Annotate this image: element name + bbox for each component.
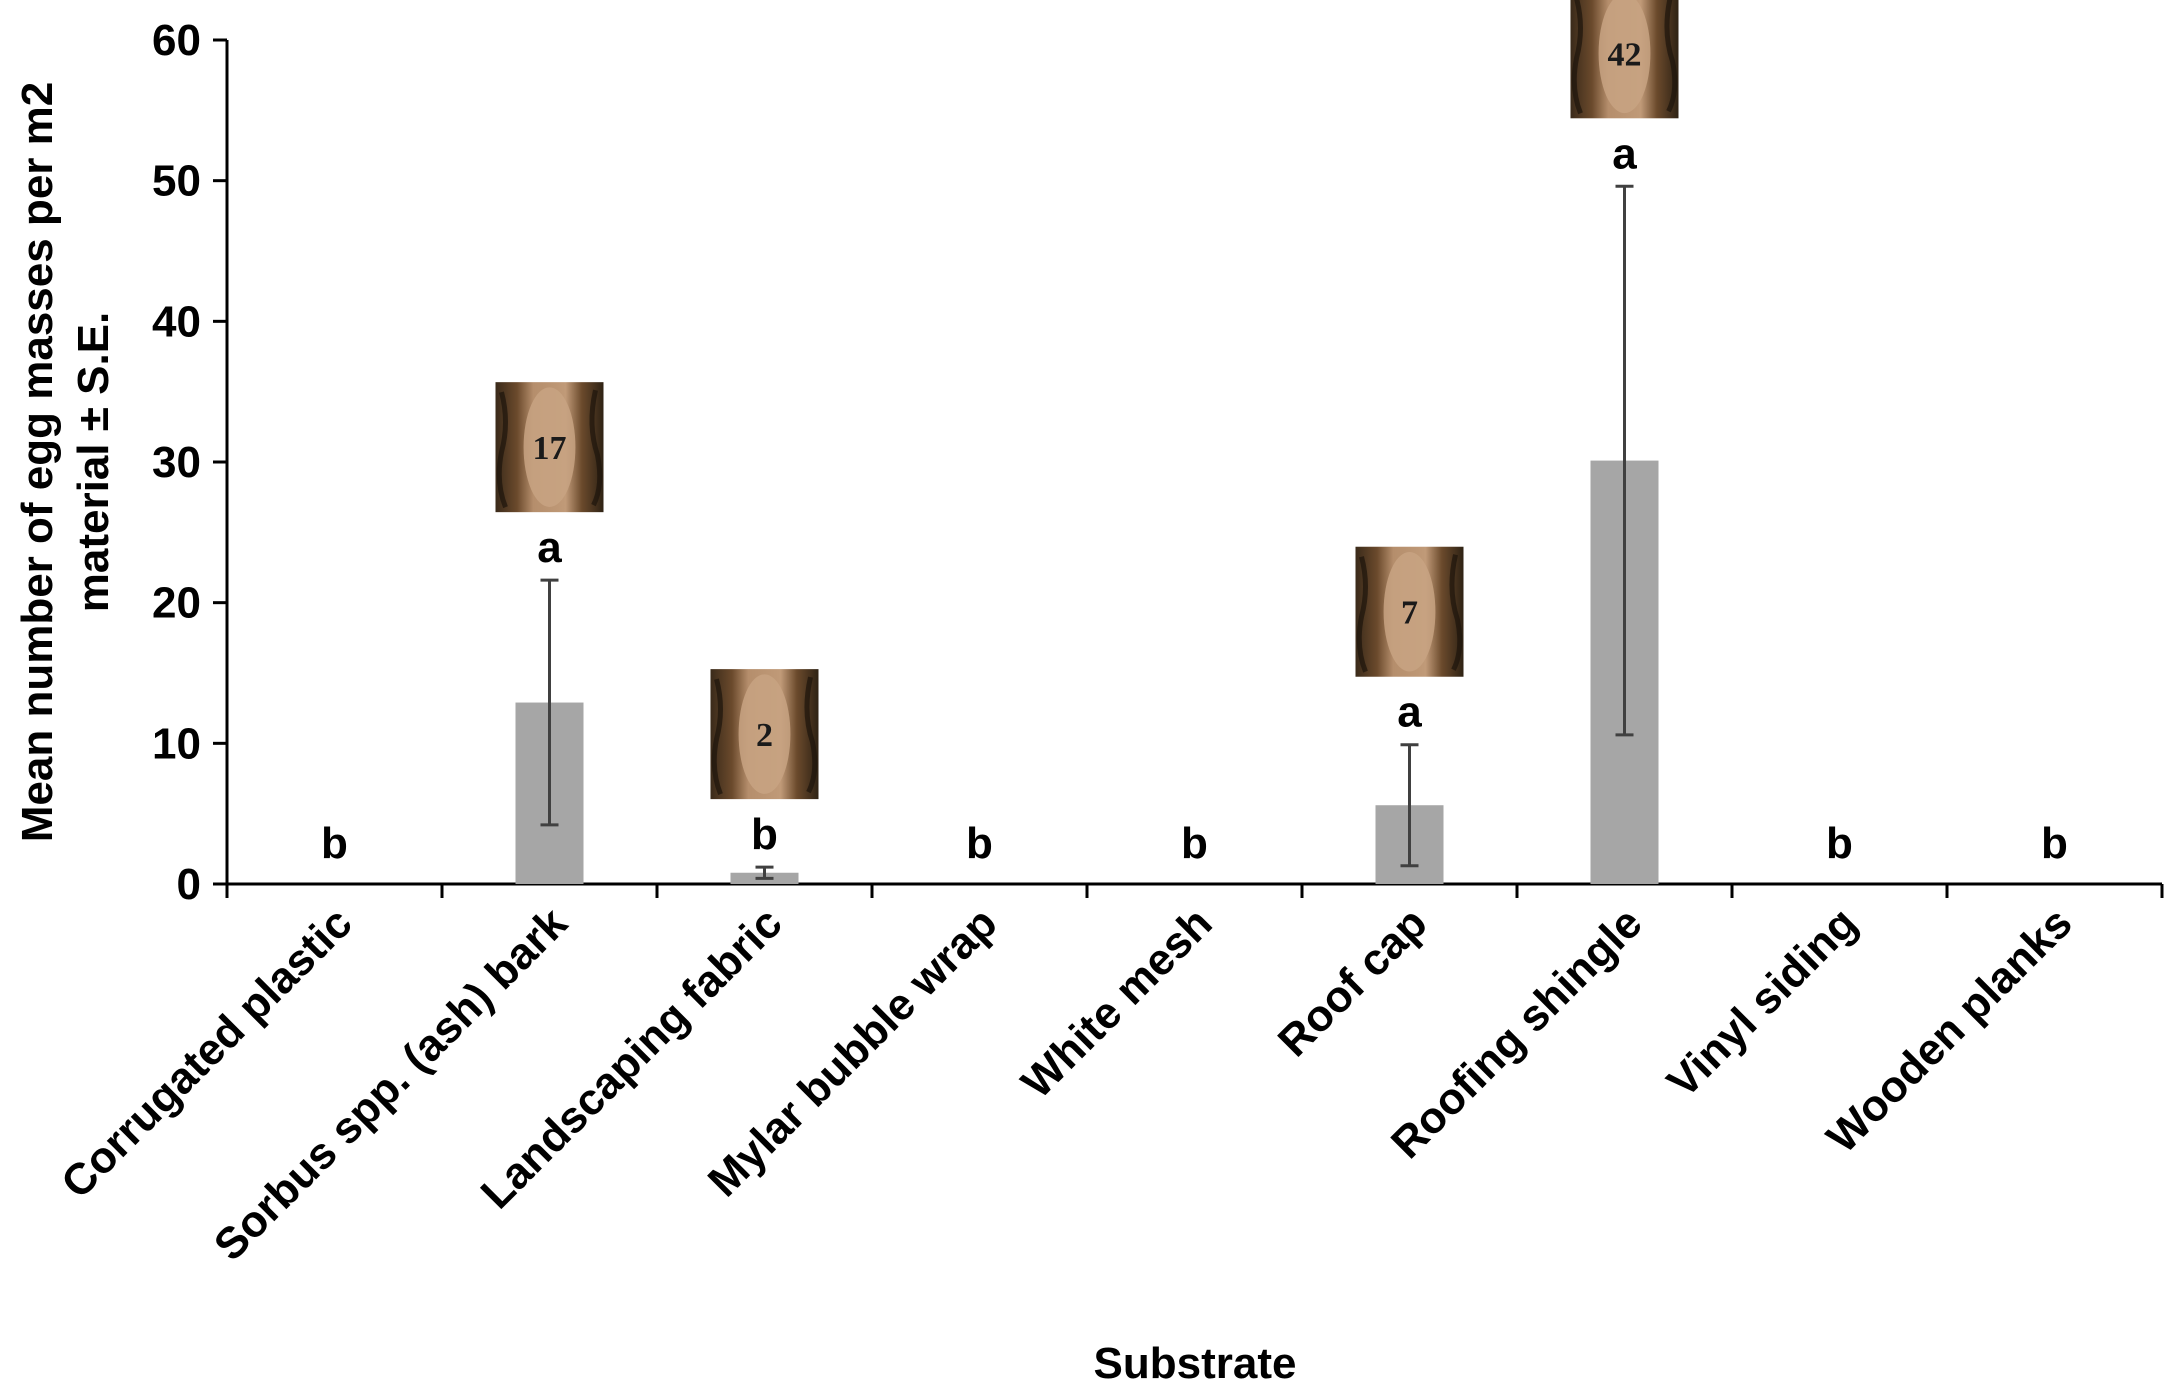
x-tick-label: Sorbus spp. (ash) bark bbox=[205, 898, 577, 1270]
y-tick-label: 50 bbox=[152, 157, 201, 206]
y-tick-label: 30 bbox=[152, 438, 201, 487]
y-axis-title-line: Mean number of egg masses per m2 bbox=[13, 82, 62, 842]
x-tick-label: White mesh bbox=[1012, 898, 1221, 1107]
y-tick-label: 0 bbox=[177, 860, 201, 909]
significance-letter: b bbox=[966, 819, 993, 868]
photo-count-label: 7 bbox=[1401, 595, 1418, 632]
error-bar bbox=[755, 865, 774, 880]
significance-letter: b bbox=[321, 819, 348, 868]
x-tick-label: Roof cap bbox=[1269, 898, 1437, 1066]
egg-mass-photo: 17 bbox=[495, 382, 604, 513]
y-tick-label: 20 bbox=[152, 579, 201, 628]
photo-count-label: 2 bbox=[756, 717, 773, 754]
bars-group bbox=[515, 184, 1659, 884]
significance-letter: b bbox=[1826, 819, 1853, 868]
egg-mass-photo: 7 bbox=[1355, 546, 1464, 677]
photo-count-label: 17 bbox=[533, 430, 567, 467]
annotations-group: b a 17 b 2 b b a 7 a 42 b b bbox=[321, 0, 2068, 868]
y-axis: 0 10 20 30 40 50 60 bbox=[152, 16, 229, 909]
error-bar bbox=[1400, 743, 1419, 868]
photo-count-label: 42 bbox=[1608, 36, 1642, 73]
egg-mass-photo: 42 bbox=[1570, 0, 1679, 119]
error-bar bbox=[540, 578, 559, 827]
y-tick-label: 10 bbox=[152, 719, 201, 768]
y-tick-label: 40 bbox=[152, 297, 201, 346]
y-tick-label: 60 bbox=[152, 16, 201, 65]
significance-letter: b bbox=[751, 810, 778, 859]
significance-letter: b bbox=[1181, 819, 1208, 868]
x-tick-label: Vinyl siding bbox=[1658, 898, 1867, 1107]
y-axis-title-line: material ± S.E. bbox=[69, 312, 118, 613]
error-bar bbox=[1615, 184, 1634, 737]
significance-letter: a bbox=[1397, 688, 1422, 737]
y-axis-title: Mean number of egg masses per m2 material… bbox=[13, 82, 118, 842]
egg-mass-photo: 2 bbox=[710, 669, 819, 800]
x-axis-title: Substrate bbox=[1094, 1339, 1297, 1388]
significance-letter: a bbox=[1612, 129, 1637, 178]
significance-letter: b bbox=[2041, 819, 2068, 868]
significance-letter: a bbox=[537, 523, 562, 572]
